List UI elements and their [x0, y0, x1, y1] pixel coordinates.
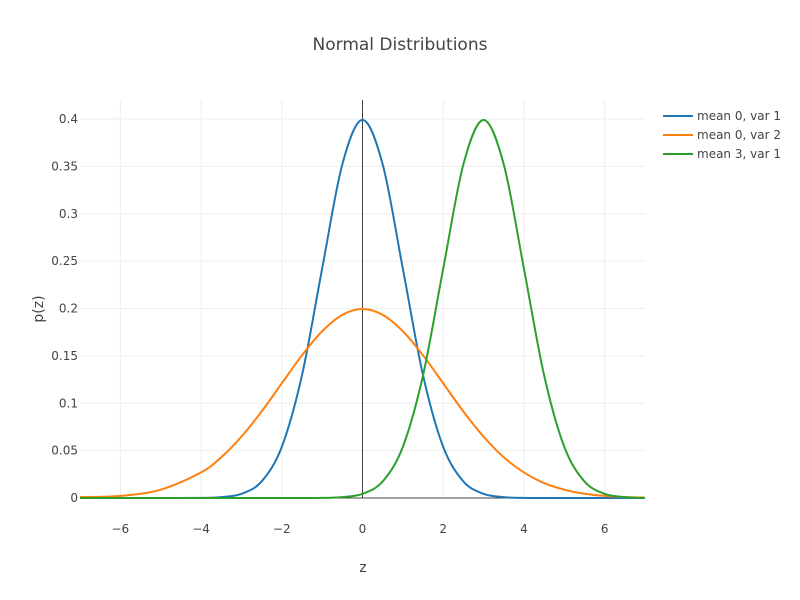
series-line-1[interactable] [80, 119, 645, 500]
y-tick-label: 0.25 [51, 254, 78, 268]
x-tick-label: 4 [520, 522, 528, 536]
legend-item-3[interactable]: mean 3, var 1 [663, 147, 781, 161]
series-line-3[interactable] [80, 119, 646, 500]
legend-label: mean 0, var 1 [697, 109, 781, 123]
y-tick-label: 0.05 [51, 444, 78, 458]
chart-title: Normal Distributions [313, 35, 488, 55]
tick-layer: −6 −4 −2 0 2 4 6 0 0.05 0.1 0.15 0.2 0.25 0.3 0.35 0.4 [51, 112, 608, 536]
x-tick-label: 2 [439, 522, 447, 536]
legend[interactable]: mean 0, var 1 mean 0, var 2 mean 3, var 1 [663, 109, 781, 161]
y-tick-label: 0.35 [51, 159, 78, 173]
series-line-2[interactable] [79, 307, 646, 499]
y-tick-label: 0.4 [59, 112, 78, 126]
y-tick-label: 0 [70, 491, 78, 505]
legend-item-1[interactable]: mean 0, var 1 [663, 109, 781, 123]
y-axis-title: p(z) [31, 295, 47, 322]
x-tick-label: 0 [359, 522, 367, 536]
x-tick-label: 6 [601, 522, 609, 536]
y-tick-label: 0.1 [59, 396, 78, 410]
x-tick-label: −4 [192, 522, 210, 536]
y-tick-label: 0.2 [59, 302, 78, 316]
legend-item-2[interactable]: mean 0, var 2 [663, 128, 781, 142]
legend-label: mean 0, var 2 [697, 128, 781, 142]
y-tick-label: 0.15 [51, 349, 78, 363]
legend-label: mean 3, var 1 [697, 147, 781, 161]
x-axis-title: z [359, 560, 366, 576]
y-tick-label: 0.3 [59, 207, 78, 221]
x-tick-label: −2 [273, 522, 291, 536]
x-tick-label: −6 [112, 522, 130, 536]
series-layer [79, 119, 646, 500]
